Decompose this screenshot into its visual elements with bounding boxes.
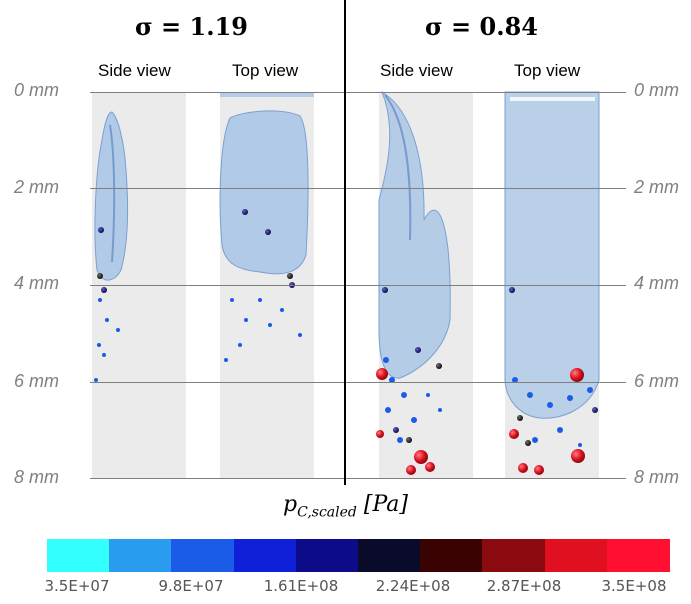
- colorbar-title-symbol: p: [283, 492, 298, 517]
- depth-line-0: [90, 92, 626, 93]
- right-top-cavity: [504, 91, 600, 419]
- depth-label-right-4: 4 mm: [634, 273, 679, 293]
- colorbar-tick-5: 3.5E+08: [601, 577, 667, 595]
- colorbar-title-unit: [Pa]: [363, 492, 408, 517]
- left-sigma-title: σ = 1.19: [135, 12, 248, 41]
- colorbar-segment: [420, 539, 484, 572]
- depth-label-right-0: 0 mm: [634, 80, 679, 100]
- black-bubbles: [97, 273, 531, 446]
- colorbar-tick-2: 1.61E+08: [263, 577, 339, 595]
- colorbar-tick-3: 2.24E+08: [375, 577, 451, 595]
- small-bubbles: [94, 298, 593, 447]
- colorbar-segment: [358, 539, 421, 572]
- depth-label-left-2: 2 mm: [14, 177, 59, 197]
- depth-label-left-6: 6 mm: [14, 371, 59, 391]
- left-top-cavity: [219, 110, 309, 275]
- right-top-view-label: Top view: [514, 61, 581, 80]
- depth-label-left-4: 4 mm: [14, 273, 59, 293]
- right-side-cavity: [378, 90, 451, 379]
- left-side-cavity: [94, 111, 129, 281]
- depth-line-8: [90, 478, 626, 479]
- depth-label-right-8: 8 mm: [634, 467, 679, 487]
- colorbar-segment: [295, 539, 359, 572]
- depth-label-left-8: 8 mm: [14, 467, 59, 487]
- panel-divider: [344, 0, 346, 485]
- colorbar-segment: [233, 539, 297, 572]
- left-top-view-label: Top view: [232, 61, 299, 80]
- depth-line-2: [90, 188, 626, 189]
- colorbar-segment: [606, 539, 670, 572]
- colorbar-tick-1: 9.8E+07: [158, 577, 224, 595]
- depth-line-4: [90, 285, 626, 286]
- colorbar-segment: [171, 539, 235, 572]
- left-side-view-label: Side view: [98, 61, 171, 80]
- navy-bubbles: [98, 209, 598, 433]
- colorbar-segment: [47, 539, 110, 572]
- depth-label-right-6: 6 mm: [634, 371, 679, 391]
- colorbar-segment: [544, 539, 608, 572]
- colorbar-title-subscript: C,scaled: [297, 504, 357, 521]
- colorbar-segment: [109, 539, 173, 572]
- right-side-view-label: Side view: [380, 61, 453, 80]
- colorbar-title: pC,scaled [Pa]: [0, 492, 691, 520]
- colorbar-tick-4: 2.87E+08: [486, 577, 562, 595]
- depth-line-6: [90, 382, 626, 383]
- red-bubbles: [376, 368, 585, 475]
- colorbar-tick-0: 3.5E+07: [44, 577, 110, 595]
- right-sigma-title: σ = 0.84: [425, 12, 538, 41]
- depth-label-left-0: 0 mm: [14, 80, 59, 100]
- depth-label-right-2: 2 mm: [634, 177, 679, 197]
- colorbar-segment: [482, 539, 546, 572]
